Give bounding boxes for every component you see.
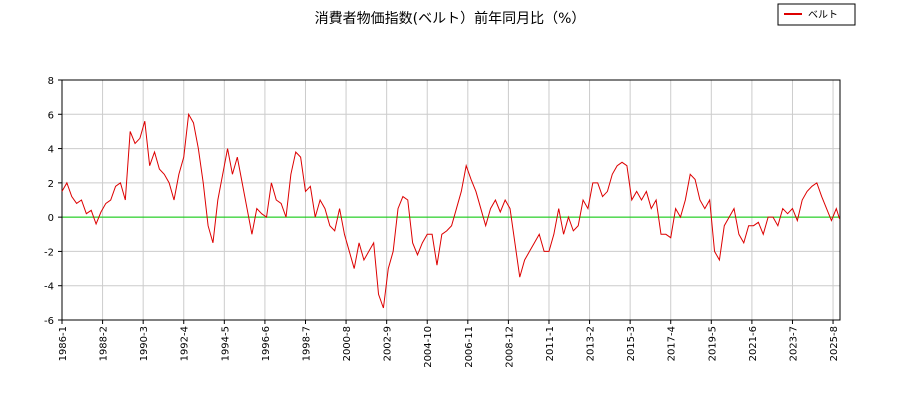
- y-tick-label: 6: [48, 110, 54, 121]
- x-tick-label: 2021-6: [748, 326, 759, 361]
- x-tick-label: 2025-8: [829, 326, 840, 361]
- plot-border: [61, 79, 841, 321]
- x-tick-label: 1988-2: [99, 326, 110, 361]
- x-tick-label: 1996-6: [261, 326, 272, 361]
- x-tick-label: 1990-3: [139, 326, 150, 361]
- x-tick-label: 2011-1: [545, 326, 556, 361]
- chart-title: 消費者物価指数(ベルト）前年同月比（%）: [315, 10, 586, 27]
- y-tick-label: 2: [48, 179, 54, 190]
- x-tick-label: 2017-4: [667, 326, 678, 361]
- x-tick-label: 2000-8: [342, 326, 353, 361]
- y-tick-label: -6: [44, 316, 54, 327]
- x-tick-label: 2019-5: [707, 326, 718, 361]
- y-tick-label: 4: [48, 145, 54, 156]
- x-tick-label: 2015-3: [626, 326, 637, 361]
- x-tick-label: 2004-10: [423, 326, 434, 368]
- x-tick-label: 2008-12: [504, 326, 515, 368]
- x-tick-label: 1998-7: [301, 326, 312, 361]
- legend-label: ベルト: [808, 9, 838, 21]
- x-tick-label: 1986-1: [58, 326, 69, 361]
- x-tick-label: 2013-2: [586, 326, 597, 361]
- series-line: [61, 112, 841, 309]
- y-tick-label: -4: [44, 282, 54, 293]
- legend-box: [777, 3, 856, 26]
- x-tick-label: 2023-7: [788, 326, 799, 361]
- x-tick-label: 1994-5: [220, 326, 231, 361]
- x-tick-label: 2006-11: [464, 326, 475, 368]
- y-tick-label: 0: [48, 213, 54, 224]
- plot-area: [61, 79, 841, 321]
- y-tick-label: 8: [48, 76, 54, 87]
- x-tick-label: 2002-9: [383, 326, 394, 361]
- y-tick-label: -2: [44, 247, 54, 258]
- x-tick-label: 1992-4: [180, 326, 191, 361]
